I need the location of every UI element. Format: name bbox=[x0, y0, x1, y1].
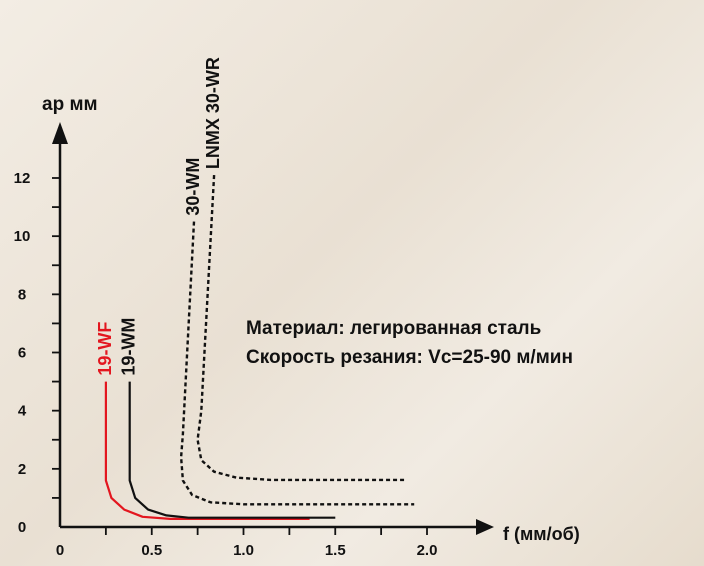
series-line-lnmx-30-wr bbox=[196, 175, 405, 482]
ticks: 0 2 4 6 8 10 12 0 0.5 1.0 1.5 2.0 bbox=[14, 170, 438, 559]
y-axis-arrow bbox=[52, 122, 68, 144]
y-tick-label: 10 bbox=[14, 228, 31, 245]
x-axis-title: f (мм/об) bbox=[503, 524, 580, 544]
y-tick-label: 0 bbox=[18, 519, 26, 536]
series-label-lnmx-30-wr: LNMX 30-WR bbox=[203, 57, 223, 169]
x-tick-label: 0 bbox=[56, 542, 64, 559]
series-group bbox=[104, 175, 415, 520]
y-axis-title: ap мм bbox=[42, 94, 98, 115]
series-label-19-wf: 19-WF bbox=[95, 322, 115, 376]
x-tick-label: 2.0 bbox=[417, 542, 438, 559]
x-axis-arrow bbox=[476, 519, 494, 535]
x-tick-label: 0.5 bbox=[141, 542, 162, 559]
y-tick-label: 6 bbox=[18, 345, 26, 362]
x-tick-label: 1.0 bbox=[233, 542, 254, 559]
note-material: Материал: легированная сталь bbox=[246, 318, 542, 339]
series-label-19-wm: 19-WM bbox=[119, 318, 139, 376]
y-tick-label: 4 bbox=[18, 403, 27, 420]
series-line-19-wf bbox=[104, 381, 310, 520]
series-line-30-wm bbox=[179, 221, 415, 506]
y-tick-label: 2 bbox=[18, 461, 26, 478]
axes bbox=[52, 122, 494, 535]
y-tick-label: 12 bbox=[14, 170, 31, 187]
series-label-30-wm: 30-WM bbox=[183, 158, 203, 216]
y-tick-label: 8 bbox=[18, 286, 26, 303]
series-line-19-wm bbox=[128, 381, 336, 519]
x-tick-label: 1.5 bbox=[325, 542, 346, 559]
note-cutting-speed: Скорость резания: Vc=25-90 м/мин bbox=[246, 347, 573, 368]
